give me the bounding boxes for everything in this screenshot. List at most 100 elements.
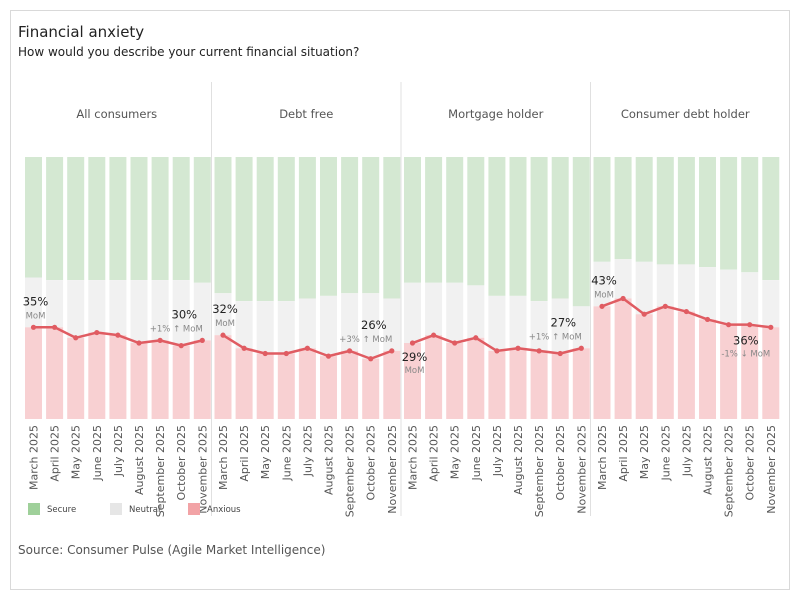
bar-neutral	[383, 298, 401, 351]
legend-swatch-secure	[28, 503, 40, 515]
anxious-point	[30, 324, 37, 330]
bar-secure	[509, 157, 527, 296]
bar-secure	[298, 157, 316, 299]
bar-anxious	[67, 337, 85, 419]
bar-neutral	[488, 295, 506, 351]
start-value-label: 32%	[212, 302, 238, 316]
x-tick-label: September 2025	[533, 425, 546, 517]
bar-neutral	[172, 280, 190, 346]
panel-title-all-consumers: All consumers	[76, 107, 157, 121]
bar-neutral	[130, 280, 148, 344]
bar-anxious	[593, 306, 611, 419]
x-tick-label: June 2025	[91, 425, 104, 481]
anxious-point	[157, 337, 163, 343]
bar-secure	[677, 157, 695, 265]
bar-secure	[151, 157, 169, 281]
bar-anxious	[341, 350, 359, 419]
x-tick-label: June 2025	[470, 425, 483, 481]
anxious-point	[115, 332, 121, 338]
end-value-label: 36%	[733, 333, 759, 347]
bar-neutral	[404, 282, 421, 344]
bar-secure	[530, 157, 548, 302]
end-value-label: 30%	[172, 307, 198, 321]
legend-swatch-anxious	[188, 503, 200, 515]
x-tick-label: July 2025	[301, 425, 314, 477]
bar-neutral	[446, 282, 464, 344]
bar-secure	[277, 157, 295, 302]
bar-anxious	[741, 324, 759, 419]
start-change-label: MoM	[26, 311, 46, 321]
bar-neutral	[341, 293, 359, 351]
x-tick-label: September 2025	[344, 425, 357, 517]
bar-secure	[741, 157, 759, 273]
anxious-point	[768, 324, 774, 330]
chart-title: Financial anxiety	[18, 23, 145, 41]
x-tick-label: May 2025	[638, 425, 651, 479]
anxious-point	[136, 340, 142, 346]
bar-neutral	[656, 264, 674, 307]
anxious-point	[325, 353, 332, 359]
bar-neutral	[320, 295, 337, 357]
bar-anxious	[551, 353, 569, 419]
start-value-label: 35%	[23, 294, 49, 308]
bar-anxious	[572, 348, 590, 419]
bar-secure	[593, 157, 611, 262]
bar-neutral	[509, 295, 527, 349]
bar-anxious	[446, 343, 464, 419]
bar-neutral	[677, 264, 695, 312]
legend-swatch-neutral	[110, 503, 122, 515]
start-change-label: MoM	[594, 290, 614, 300]
anxious-point	[409, 340, 416, 346]
x-tick-label: July 2025	[680, 425, 693, 477]
bar-anxious	[25, 327, 42, 419]
bar-anxious	[214, 335, 232, 419]
panel-title-debt-free: Debt free	[279, 107, 333, 121]
x-tick-label: July 2025	[112, 425, 125, 477]
start-change-label: MoM	[405, 366, 425, 376]
anxious-point	[94, 329, 100, 336]
anxious-point	[747, 322, 753, 328]
anxious-point	[599, 303, 605, 309]
bar-secure	[720, 157, 738, 270]
bar-secure	[256, 157, 274, 302]
x-tick-label: May 2025	[259, 425, 272, 479]
bar-anxious	[383, 350, 401, 419]
bar-anxious	[277, 353, 295, 419]
x-tick-label: May 2025	[70, 425, 83, 479]
start-value-label: 29%	[402, 350, 428, 364]
bar-neutral	[635, 261, 653, 315]
x-tick-label: September 2025	[154, 425, 167, 517]
bar-anxious	[530, 350, 548, 419]
bar-secure	[130, 157, 148, 281]
x-tick-label: May 2025	[449, 425, 462, 479]
x-tick-label: March 2025	[407, 425, 420, 490]
bar-neutral	[362, 293, 380, 359]
end-change-label: -1% ↓ MoM	[721, 349, 770, 359]
bar-anxious	[509, 348, 527, 419]
bar-secure	[362, 157, 380, 294]
bar-neutral	[741, 272, 759, 325]
anxious-point	[683, 308, 690, 315]
bar-neutral	[530, 301, 548, 351]
x-tick-label: October 2025	[175, 425, 188, 501]
end-change-label: +1% ↑ MoM	[150, 324, 203, 334]
end-value-label: 26%	[361, 318, 387, 332]
start-change-label: MoM	[215, 319, 235, 329]
x-tick-label: October 2025	[554, 425, 567, 501]
anxious-point	[662, 303, 668, 309]
bar-anxious	[699, 319, 716, 419]
x-tick-label: April 2025	[238, 425, 251, 482]
bar-neutral	[25, 277, 42, 328]
bar-neutral	[551, 298, 569, 354]
anxious-point	[220, 332, 226, 338]
x-tick-label: October 2025	[744, 425, 757, 501]
bar-secure	[172, 157, 190, 281]
x-tick-label: March 2025	[28, 425, 41, 490]
bar-secure	[25, 157, 42, 278]
bar-neutral	[277, 301, 295, 354]
bar-anxious	[614, 298, 632, 419]
bar-neutral	[614, 259, 632, 299]
legend-label-secure: Secure	[47, 505, 77, 515]
x-tick-label: April 2025	[617, 425, 630, 482]
